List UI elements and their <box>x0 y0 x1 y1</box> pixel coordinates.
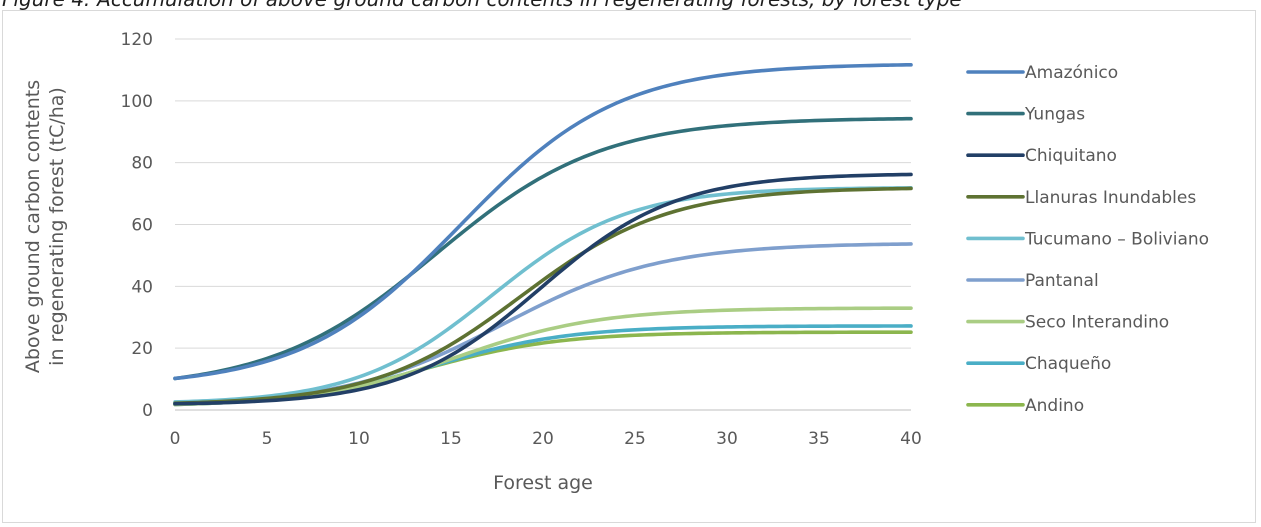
series-line-0 <box>173 62 913 381</box>
legend-entry-0: Amazónico <box>1025 63 1118 83</box>
y-tick-label: 120 <box>121 30 153 50</box>
x-tick-label: 10 <box>348 429 370 449</box>
x-tick-label: 35 <box>808 429 830 449</box>
series-line-2 <box>173 172 913 406</box>
legend-entry-5: Pantanal <box>1025 271 1099 291</box>
gridlines <box>175 38 911 349</box>
x-tick-label: 20 <box>532 429 554 449</box>
legend-entry-6: Seco Interandino <box>1025 313 1169 333</box>
series-lines <box>173 62 913 407</box>
legend-entry-8: Andino <box>1025 396 1084 416</box>
figure-caption: Figure 4: Accumulation of above ground c… <box>2 0 1257 11</box>
legend-entry-4: Tucumano – Boliviano <box>1024 229 1209 249</box>
legend-entry-2: Chiquitano <box>1025 146 1117 166</box>
series-line-4 <box>173 186 913 404</box>
legend: Amazónico Yungas Chiquitano Llanuras Inunda… <box>966 63 1209 416</box>
x-tick-label: 30 <box>716 429 738 449</box>
axes: 0 20 40 60 80 100 120 0 5 10 15 20 25 30 35 40 <box>121 30 922 449</box>
series-line-3 <box>173 186 913 405</box>
y-tick-label: 20 <box>131 339 153 359</box>
y-tick-label: 80 <box>131 154 153 174</box>
y-tick-label: 0 <box>142 401 153 421</box>
y-tick-label: 100 <box>121 92 153 112</box>
x-tick-label: 5 <box>262 429 273 449</box>
series-line-5 <box>173 242 913 405</box>
x-tick-label: 25 <box>624 429 646 449</box>
legend-entry-3: Llanuras Inundables <box>1025 188 1196 208</box>
legend-entry-1: Yungas <box>1024 105 1085 125</box>
y-tick-label: 60 <box>131 216 153 236</box>
line-chart: 0 20 40 60 80 100 120 0 5 10 15 20 25 30 35 40 Amazónic… <box>22 30 1209 494</box>
chart-area: 0 20 40 60 80 100 120 0 5 10 15 20 25 30 35 40 Amazónic… <box>2 10 1256 523</box>
series-line-1 <box>173 116 913 381</box>
legend-entry-7: Chaqueño <box>1025 354 1111 374</box>
y-tick-label: 40 <box>131 277 153 297</box>
x-tick-label: 0 <box>170 429 181 449</box>
x-tick-label: 15 <box>440 429 462 449</box>
x-axis-title: Forest age <box>493 472 593 494</box>
x-tick-label: 40 <box>900 429 922 449</box>
y-axis-title: Above ground carbon contents in regenerat… <box>22 80 68 373</box>
